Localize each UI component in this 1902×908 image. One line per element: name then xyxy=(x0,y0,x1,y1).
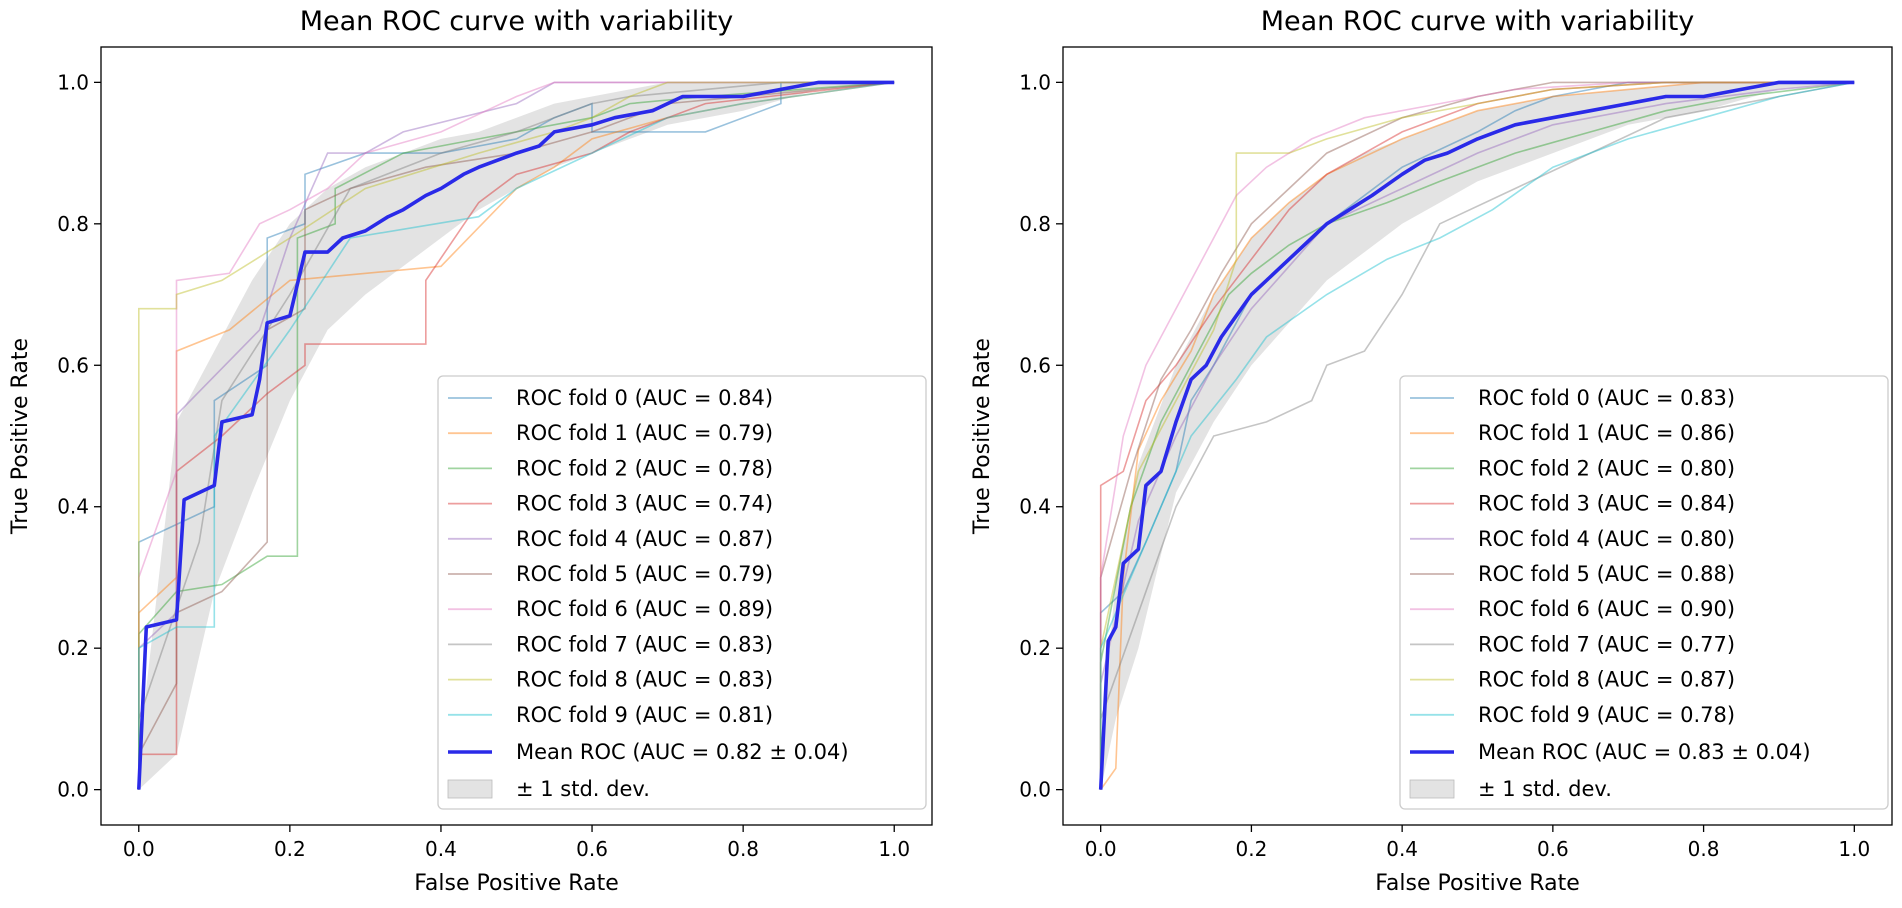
legend-label-mean: Mean ROC (AUC = 0.82 ± 0.04) xyxy=(516,740,849,764)
x-tick-label: 0.8 xyxy=(727,837,759,861)
legend-label-fold-7: ROC fold 7 (AUC = 0.77) xyxy=(1478,632,1735,656)
roc-fold-8-line xyxy=(138,81,895,790)
legend-label-fold-6: ROC fold 6 (AUC = 0.90) xyxy=(1478,597,1735,621)
legend-label-fold-2: ROC fold 2 (AUC = 0.78) xyxy=(516,456,773,480)
roc-fold-0-line xyxy=(138,81,895,790)
mean-roc-line xyxy=(137,80,895,790)
x-tick-label: 1.0 xyxy=(1838,837,1870,861)
legend-label-fold-9: ROC fold 9 (AUC = 0.78) xyxy=(1478,703,1735,727)
roc-fold-9-line xyxy=(138,81,895,790)
y-tick-label: 0.8 xyxy=(1019,212,1051,236)
legend-label-fold-4: ROC fold 4 (AUC = 0.80) xyxy=(1478,527,1735,551)
x-tick-label: 0.0 xyxy=(1085,837,1117,861)
legend-label-band: ± 1 std. dev. xyxy=(516,777,650,801)
legend-label-fold-7: ROC fold 7 (AUC = 0.83) xyxy=(516,632,773,656)
roc-fold-2-line xyxy=(1099,81,1855,790)
y-tick-label: 0.8 xyxy=(57,212,89,236)
legend-label-mean: Mean ROC (AUC = 0.83 ± 0.04) xyxy=(1478,740,1811,764)
x-tick-label: 1.0 xyxy=(878,837,910,861)
legend-box xyxy=(1399,375,1889,810)
legend-label-fold-6: ROC fold 6 (AUC = 0.89) xyxy=(516,597,773,621)
y-tick-label: 0.6 xyxy=(57,353,89,377)
legend-label-fold-3: ROC fold 3 (AUC = 0.84) xyxy=(1478,492,1735,516)
y-tick-label: 0.4 xyxy=(57,495,89,519)
y-tick-label: 0.0 xyxy=(57,778,89,802)
roc-fold-7-line xyxy=(138,81,895,790)
mean-roc-line xyxy=(1098,80,1855,790)
legend-label-band: ± 1 std. dev. xyxy=(1478,777,1612,801)
roc-fold-5-line xyxy=(1099,81,1855,790)
x-axis-label: False Positive Rate xyxy=(1375,871,1579,896)
legend-label-fold-1: ROC fold 1 (AUC = 0.79) xyxy=(516,421,773,445)
roc-fold-2-line xyxy=(138,81,895,790)
legend-label-fold-2: ROC fold 2 (AUC = 0.80) xyxy=(1478,456,1735,480)
x-tick-label: 0.8 xyxy=(1688,837,1720,861)
x-tick-label: 0.6 xyxy=(576,837,608,861)
legend-label-fold-5: ROC fold 5 (AUC = 0.88) xyxy=(1478,562,1735,586)
roc-fold-7-line xyxy=(1099,81,1855,790)
legend-label-fold-4: ROC fold 4 (AUC = 0.87) xyxy=(516,527,773,551)
legend-label-fold-0: ROC fold 0 (AUC = 0.83) xyxy=(1478,386,1735,410)
x-tick-label: 0.4 xyxy=(425,837,457,861)
plot-frame xyxy=(100,46,933,826)
legend-label-fold-8: ROC fold 8 (AUC = 0.83) xyxy=(516,668,773,692)
y-tick-label: 0.4 xyxy=(1019,495,1051,519)
std-band xyxy=(138,82,895,790)
y-axis-label: True Positive Rate xyxy=(970,338,995,535)
roc-fold-6-line xyxy=(1099,81,1855,790)
legend-label-fold-3: ROC fold 3 (AUC = 0.74) xyxy=(516,492,773,516)
legend-label-fold-9: ROC fold 9 (AUC = 0.81) xyxy=(516,703,773,727)
x-tick-label: 0.0 xyxy=(123,837,155,861)
y-tick-label: 0.6 xyxy=(1019,353,1051,377)
roc-fold-4-line xyxy=(138,81,895,790)
roc-fold-1-line xyxy=(138,81,895,790)
x-tick-label: 0.2 xyxy=(1236,837,1268,861)
legend-swatch-band xyxy=(447,779,493,799)
legend-box xyxy=(437,375,927,810)
chart-title: Mean ROC curve with variability xyxy=(300,6,734,37)
x-axis-label: False Positive Rate xyxy=(414,871,618,896)
chart-title: Mean ROC curve with variability xyxy=(1261,6,1695,37)
y-tick-label: 0.2 xyxy=(57,636,89,660)
y-tick-label: 1.0 xyxy=(57,70,89,94)
roc-fold-8-line xyxy=(1099,81,1855,790)
y-tick-label: 1.0 xyxy=(1019,70,1051,94)
legend-swatch-band xyxy=(1409,779,1455,799)
roc-fold-1-line xyxy=(1100,81,1855,791)
y-tick-label: 0.2 xyxy=(1019,636,1051,660)
y-axis-label: True Positive Rate xyxy=(8,338,33,535)
roc-fold-5-line xyxy=(138,81,895,790)
legend-label-fold-0: ROC fold 0 (AUC = 0.84) xyxy=(516,386,773,410)
roc-fold-6-line xyxy=(138,81,895,790)
x-tick-label: 0.6 xyxy=(1537,837,1569,861)
legend-label-fold-8: ROC fold 8 (AUC = 0.87) xyxy=(1478,668,1735,692)
roc-fold-9-line xyxy=(1099,81,1855,790)
y-tick-label: 0.0 xyxy=(1019,778,1051,802)
plot-frame xyxy=(1062,46,1893,826)
x-tick-label: 0.4 xyxy=(1386,837,1418,861)
x-tick-label: 0.2 xyxy=(274,837,306,861)
legend-label-fold-1: ROC fold 1 (AUC = 0.86) xyxy=(1478,421,1735,445)
legend-label-fold-5: ROC fold 5 (AUC = 0.79) xyxy=(516,562,773,586)
roc-fold-3-line xyxy=(1099,81,1855,790)
